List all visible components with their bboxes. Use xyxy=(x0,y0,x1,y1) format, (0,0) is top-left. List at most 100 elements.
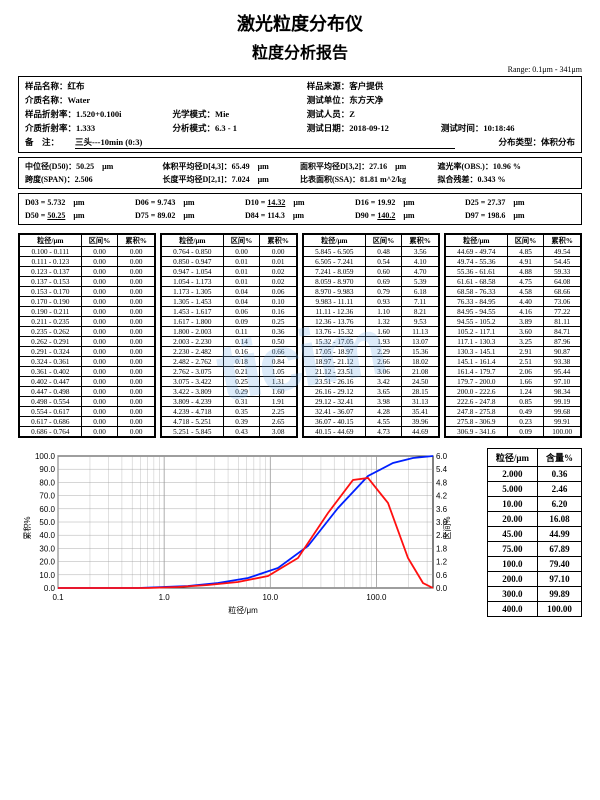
optical-mode: 光学模式：Mie xyxy=(173,108,307,120)
sample-source: 样品来源：客户提供 xyxy=(307,80,575,92)
dist-type: 分布类型：体积分布 xyxy=(455,136,575,149)
dist-row: 0.211 - 0.2350.000.00 xyxy=(20,317,155,327)
dist-row: 0.686 - 0.7640.000.00 xyxy=(20,427,155,437)
dist-row: 23.51 - 26.163.4224.50 xyxy=(304,377,439,387)
summary-row: 10.006.20 xyxy=(487,497,581,512)
dist-row: 2.482 - 2.7620.180.84 xyxy=(162,357,297,367)
dist-row: 11.11 - 12.361.108.21 xyxy=(304,307,439,317)
svg-text:30.0: 30.0 xyxy=(39,544,55,553)
dist-row: 0.617 - 0.6860.000.00 xyxy=(20,417,155,427)
x-axis-label: 粒径/μm xyxy=(228,605,258,615)
y1-axis-label: 累积% xyxy=(22,516,32,539)
dist-row: 12.36 - 13.761.329.53 xyxy=(304,317,439,327)
svg-text:10.0: 10.0 xyxy=(39,571,55,580)
dist-row: 4.718 - 5.2510.392.65 xyxy=(162,417,297,427)
dist-row: 7.241 - 8.0590.604.70 xyxy=(304,267,439,277)
d06: D06 = 9.743 μm xyxy=(135,197,245,208)
dist-row: 5.845 - 6.5050.483.56 xyxy=(304,247,439,257)
dist-row: 0.111 - 0.1230.000.00 xyxy=(20,257,155,267)
svg-text:100.0: 100.0 xyxy=(35,452,56,461)
d03: D03 = 5.732 μm xyxy=(25,197,135,208)
stat-obs: 遮光率(OBS.)：10.96 % xyxy=(438,161,576,172)
dist-row: 4.239 - 4.7180.352.25 xyxy=(162,407,297,417)
d75: D75 = 89.02 μm xyxy=(135,210,245,221)
svg-text:40.0: 40.0 xyxy=(39,531,55,540)
dist-row: 44.69 - 49.744.8549.54 xyxy=(446,247,581,257)
dist-row: 0.447 - 0.4980.000.00 xyxy=(20,387,155,397)
dist-row: 0.123 - 0.1370.000.00 xyxy=(20,267,155,277)
d97: D97 = 198.6 μm xyxy=(465,210,575,221)
stat-span: 跨度(SPAN)：2.506 xyxy=(25,174,163,185)
dist-row: 49.74 - 55.364.9154.45 xyxy=(446,257,581,267)
d25: D25 = 27.37 μm xyxy=(465,197,575,208)
dist-row: 29.12 - 32.413.9831.13 xyxy=(304,397,439,407)
dist-row: 9.983 - 11.110.937.11 xyxy=(304,297,439,307)
dist-row: 1.054 - 1.1730.010.02 xyxy=(162,277,297,287)
range-label: Range: 0.1μm - 341μm xyxy=(18,65,582,74)
dist-column: 粒径/μm区间%累积%0.764 - 0.8500.000.000.850 - … xyxy=(160,233,298,438)
dist-row: 36.07 - 40.154.5539.96 xyxy=(304,417,439,427)
dist-row: 247.8 - 275.80.4999.68 xyxy=(446,407,581,417)
svg-text:50.0: 50.0 xyxy=(39,518,55,527)
stat-res: 拟合残差：0.343 % xyxy=(438,174,576,185)
stat-d50: 中位径(D50)：50.25 μm xyxy=(25,161,163,172)
dist-row: 0.361 - 0.4020.000.00 xyxy=(20,367,155,377)
dist-row: 1.173 - 1.3050.040.06 xyxy=(162,287,297,297)
dist-row: 0.235 - 0.2620.000.00 xyxy=(20,327,155,337)
summary-row: 2.0000.36 xyxy=(487,467,581,482)
dist-row: 2.762 - 3.0750.211.05 xyxy=(162,367,297,377)
test-time: 测试时间：10:18:46 xyxy=(441,122,575,134)
dist-row: 130.3 - 145.12.9190.87 xyxy=(446,347,581,357)
stat-d32: 面积平均径D[3,2]：27.16 μm xyxy=(300,161,438,172)
dvalues-panel: D03 = 5.732 μm D06 = 9.743 μm D10 = 14.3… xyxy=(18,193,582,225)
dist-row: 1.453 - 1.6170.060.16 xyxy=(162,307,297,317)
svg-text:6.0: 6.0 xyxy=(436,452,448,461)
svg-text:0.1: 0.1 xyxy=(52,593,64,602)
dist-row: 222.6 - 247.80.8599.19 xyxy=(446,397,581,407)
dist-row: 3.809 - 4.2390.311.91 xyxy=(162,397,297,407)
stat-d21: 长度平均径D[2,1]：7.024 μm xyxy=(163,174,301,185)
dist-row: 200.0 - 222.61.2498.34 xyxy=(446,387,581,397)
svg-text:60.0: 60.0 xyxy=(39,505,55,514)
summary-row: 45.0044.99 xyxy=(487,527,581,542)
d90: D90 = 140.2 μm xyxy=(355,210,465,221)
dist-row: 3.422 - 3.8090.291.60 xyxy=(162,387,297,397)
svg-text:100.0: 100.0 xyxy=(366,593,387,602)
dist-row: 3.075 - 3.4220.251.31 xyxy=(162,377,297,387)
summary-row: 5.0002.46 xyxy=(487,482,581,497)
dist-row: 8.059 - 8.9700.695.39 xyxy=(304,277,439,287)
info-panel: 样品名称：红布 样品来源：客户提供 介质名称：Water 测试单位：东方天净 样… xyxy=(18,76,582,153)
dist-row: 275.8 - 306.90.2399.91 xyxy=(446,417,581,427)
dist-row: 21.12 - 23.513.0621.08 xyxy=(304,367,439,377)
dist-row: 0.324 - 0.3610.000.00 xyxy=(20,357,155,367)
summary-row: 100.079.40 xyxy=(487,557,581,572)
sub-title: 粒度分析报告 xyxy=(18,39,582,63)
distribution-table: 粒径/μm区间%累积%0.100 - 0.1110.000.000.111 - … xyxy=(18,233,582,438)
y2-axis-label: 区间% xyxy=(443,516,452,539)
dist-row: 26.16 - 29.123.6528.15 xyxy=(304,387,439,397)
svg-text:0.6: 0.6 xyxy=(436,571,448,580)
dist-row: 0.850 - 0.9470.010.01 xyxy=(162,257,297,267)
dist-row: 0.554 - 0.6170.000.00 xyxy=(20,407,155,417)
dist-row: 1.305 - 1.4530.040.10 xyxy=(162,297,297,307)
dist-row: 18.97 - 21.122.6618.02 xyxy=(304,357,439,367)
dist-row: 68.58 - 76.334.5868.66 xyxy=(446,287,581,297)
dist-row: 0.291 - 0.3240.000.00 xyxy=(20,347,155,357)
svg-text:1.0: 1.0 xyxy=(159,593,171,602)
dist-row: 55.36 - 61.614.8859.33 xyxy=(446,267,581,277)
dist-row: 0.947 - 1.0540.010.02 xyxy=(162,267,297,277)
d50v: D50 = 50.25 μm xyxy=(25,210,135,221)
medium: 介质名称：Water xyxy=(25,94,307,106)
svg-text:0.0: 0.0 xyxy=(44,584,56,593)
dist-row: 2.230 - 2.4820.160.66 xyxy=(162,347,297,357)
test-date: 测试日期：2018-09-12 xyxy=(307,122,441,134)
dist-row: 5.251 - 5.8450.433.08 xyxy=(162,427,297,437)
dist-row: 61.61 - 68.584.7564.08 xyxy=(446,277,581,287)
dist-row: 161.4 - 179.72.0695.44 xyxy=(446,367,581,377)
dist-column: 粒径/μm区间%累积%0.100 - 0.1110.000.000.111 - … xyxy=(18,233,156,438)
svg-text:10.0: 10.0 xyxy=(263,593,279,602)
dist-row: 17.05 - 18.972.2915.36 xyxy=(304,347,439,357)
stats-panel: 中位径(D50)：50.25 μm 体积平均径D[4,3]：65.49 μm 面… xyxy=(18,157,582,189)
svg-text:80.0: 80.0 xyxy=(39,478,55,487)
dist-row: 15.32 - 17.051.9313.07 xyxy=(304,337,439,347)
